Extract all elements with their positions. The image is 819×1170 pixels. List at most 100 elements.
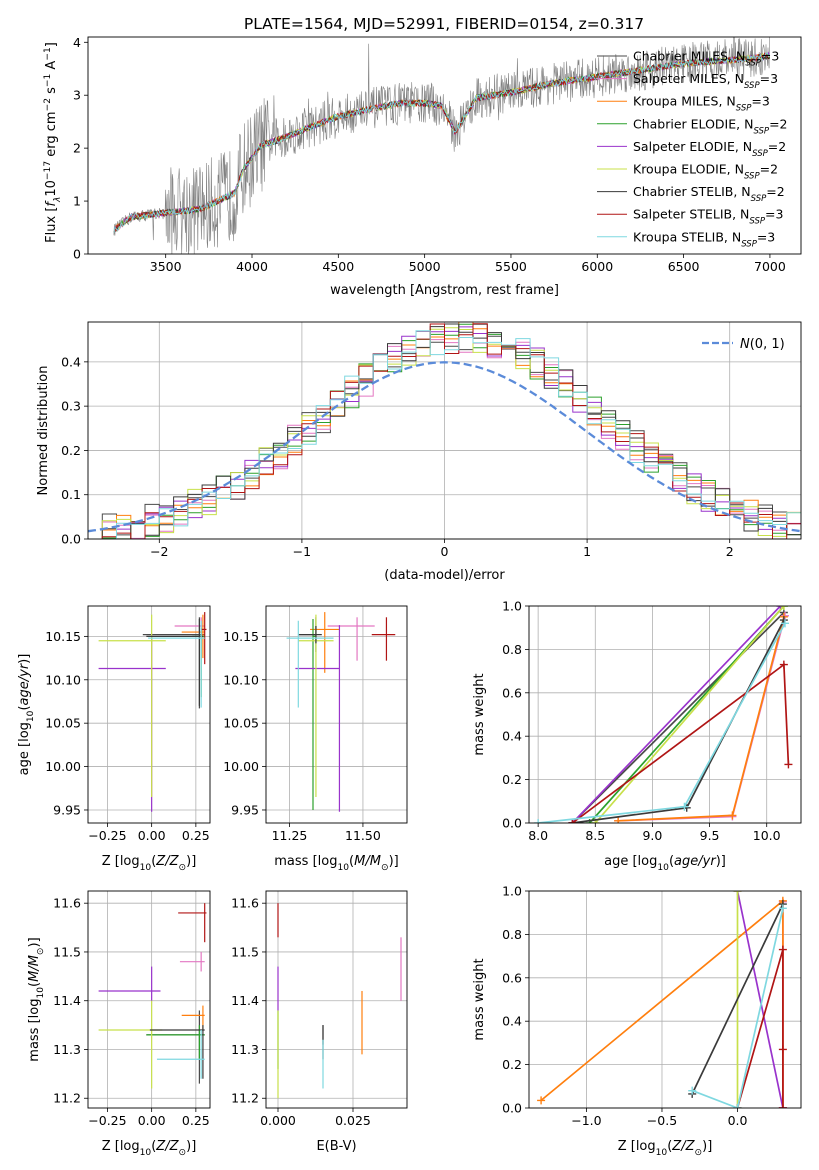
weight-marker: [568, 819, 577, 823]
y-tick-label: 0.6: [502, 970, 522, 985]
y-tick-label: 0.6: [502, 685, 522, 700]
x-axis-label: Z [log10(Z/Z⊙)]: [618, 1139, 713, 1158]
plot-area: [277, 903, 402, 1099]
x-tick-label: −0.5: [647, 1113, 677, 1128]
weight-marker: [688, 1086, 697, 1095]
age-vs-mass-panel: 11.25 11.50 9.95 10.00 10.05 10.10 10.15 mass […: [223, 605, 408, 873]
y-tick-label: 10.00: [223, 759, 259, 774]
plot-area: [98, 903, 207, 1089]
x-tick-label: 3500: [150, 259, 182, 274]
x-tick-label: 0.25: [182, 828, 210, 843]
weight-series-line: [618, 615, 786, 822]
x-tick-label: 0.000: [260, 1113, 296, 1128]
x-tick-label: −2: [150, 544, 168, 559]
x-tick-label: 7000: [754, 259, 786, 274]
y-axis-label: mass weight: [472, 958, 487, 1040]
y-tick-label: 11.4: [231, 993, 259, 1008]
y-tick-label: 0.0: [61, 532, 81, 547]
y-tick-label: 0.8: [502, 927, 522, 942]
x-tick-label: 9.5: [700, 828, 720, 843]
x-axis-label: Z [log10(Z/Z⊙)]: [102, 854, 197, 873]
y-tick-label: 1.0: [502, 884, 522, 899]
mass-vs-ebv-panel: 0.000 0.025 11.2 11.3 11.4 11.5 11.6 E(B-V): [231, 890, 408, 1154]
y-tick-label: 0.2: [502, 1057, 522, 1072]
y-tick-label: 11.6: [231, 896, 259, 911]
legend-label: Kroupa MILES, NSSP=3: [633, 94, 770, 114]
legend-label: Chabrier MILES, NSSP=3: [633, 49, 779, 69]
model-spectrum-line: [113, 52, 770, 234]
weight-marker: [778, 1104, 787, 1108]
weight-series-line: [691, 903, 784, 1095]
y-tick-label: 10.15: [223, 629, 259, 644]
x-axis-label: E(B-V): [316, 1139, 356, 1154]
x-tick-label: −1.0: [571, 1113, 601, 1128]
axes-frame: [528, 605, 802, 824]
x-tick-label: 4000: [236, 259, 268, 274]
age-vs-metallicity-panel: −0.25 0.00 0.25 9.95 10.00 10.05 10.10 10.15 Z […: [17, 605, 211, 873]
axes-frame: [87, 605, 211, 824]
x-tick-label: 5500: [495, 259, 527, 274]
weight-marker: [781, 619, 789, 628]
y-tick-label: 0.2: [502, 772, 522, 787]
weight-marker: [614, 816, 623, 823]
y-tick-label: 0.4: [502, 1014, 522, 1029]
residual-histogram-step: [88, 323, 801, 539]
weight-vs-age-panel: 8.0 8.5 9.0 9.5 10.0 0.0 0.2 0.4 0.6 0.8 1.0 age [l…: [472, 599, 802, 873]
y-axis-label: Flux [fλ10−17 erg cm−2 s−1 A−1]: [43, 42, 63, 243]
gaussian-curve: [88, 361, 801, 533]
y-tick-label: 0.3: [61, 399, 81, 414]
weight-series-line: [571, 662, 790, 823]
y-tick-label: 11.3: [53, 1042, 81, 1057]
observed-spectrum-line: [113, 37, 770, 254]
x-tick-label: 1: [583, 544, 591, 559]
y-tick-label: 0.2: [61, 443, 81, 458]
x-tick-label: −0.25: [88, 1113, 126, 1128]
x-tick-label: 2: [726, 544, 734, 559]
residuals-panel: −2 −1 0 1 2 0.0 0.1 0.2 0.3 0.4 (data-model)/error…: [36, 321, 802, 583]
weight-marker: [733, 1104, 742, 1108]
y-tick-label: 0.0: [502, 1101, 522, 1116]
weight-marker: [778, 904, 787, 913]
x-tick-label: 8.0: [528, 828, 548, 843]
x-tick-label: 6000: [581, 259, 613, 274]
axes-frame: [87, 890, 211, 1109]
y-tick-label: 10.00: [45, 759, 81, 774]
y-tick-label: 2: [73, 141, 81, 156]
y-tick-label: 0.4: [61, 354, 81, 369]
weight-marker: [776, 606, 785, 610]
plot-area: [286, 612, 396, 812]
x-axis-label: Z [log10(Z/Z⊙)]: [102, 1139, 197, 1158]
plot-area: [113, 37, 770, 254]
y-tick-label: 10.10: [45, 672, 81, 687]
y-tick-label: 1: [73, 194, 81, 209]
weight-marker: [778, 1045, 787, 1054]
weight-marker: [728, 811, 737, 820]
weight-marker: [680, 802, 689, 811]
axes-frame: [265, 605, 408, 824]
y-tick-label: 0: [73, 247, 81, 262]
y-tick-label: 9.95: [53, 802, 81, 817]
y-tick-label: 9.95: [231, 802, 259, 817]
x-tick-label: 0.00: [138, 1113, 166, 1128]
y-tick-label: 4: [73, 35, 81, 50]
x-tick-label: 5000: [409, 259, 441, 274]
y-tick-label: 11.5: [53, 944, 81, 959]
axes-frame: [265, 890, 408, 1109]
plot-area: [534, 606, 793, 823]
x-axis-label: mass [log10(M/M⊙)]: [274, 854, 398, 873]
y-tick-label: 0.8: [502, 642, 522, 657]
y-tick-label: 0.0: [502, 816, 522, 831]
axes-frame: [87, 36, 802, 255]
x-tick-label: 11.50: [345, 828, 381, 843]
x-tick-label: 11.25: [272, 828, 308, 843]
legend-label: Chabrier ELODIE, NSSP=2: [633, 116, 788, 136]
weight-marker: [733, 891, 742, 895]
y-tick-label: 11.5: [231, 944, 259, 959]
weight-series-line: [571, 606, 782, 823]
y-tick-label: 0.1: [61, 487, 81, 502]
weight-series-line: [691, 908, 784, 1108]
x-tick-label: 0.025: [335, 1113, 371, 1128]
x-tick-label: 6500: [668, 259, 700, 274]
legend-label: N(0, 1): [740, 337, 785, 352]
